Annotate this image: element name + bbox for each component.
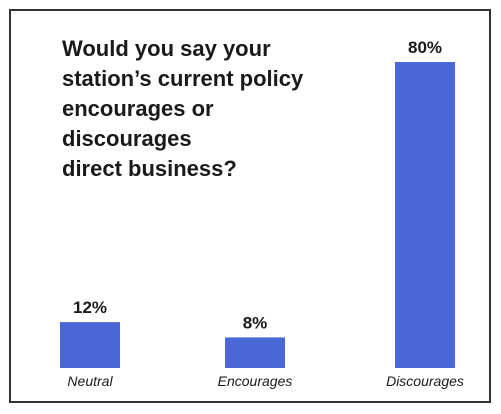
chart-title-line: Would you say your <box>62 36 271 61</box>
chart-title-line: station’s current policy <box>62 66 304 91</box>
chart-title: Would you say your station’s current pol… <box>62 34 382 184</box>
chart-title-line: encourages or <box>62 96 214 121</box>
bar-neutral <box>60 322 120 368</box>
category-label-neutral: Neutral <box>67 373 113 389</box>
chart-title-line: direct business? <box>62 156 237 181</box>
bar-discourages <box>395 62 455 368</box>
bar-encourages <box>225 337 285 368</box>
value-label-discourages: 80% <box>408 38 442 57</box>
value-label-encourages: 8% <box>243 313 268 332</box>
value-label-neutral: 12% <box>73 298 107 317</box>
category-label-discourages: Discourages <box>386 373 464 389</box>
chart-title-line: discourages <box>62 126 192 151</box>
category-label-encourages: Encourages <box>218 373 293 389</box>
